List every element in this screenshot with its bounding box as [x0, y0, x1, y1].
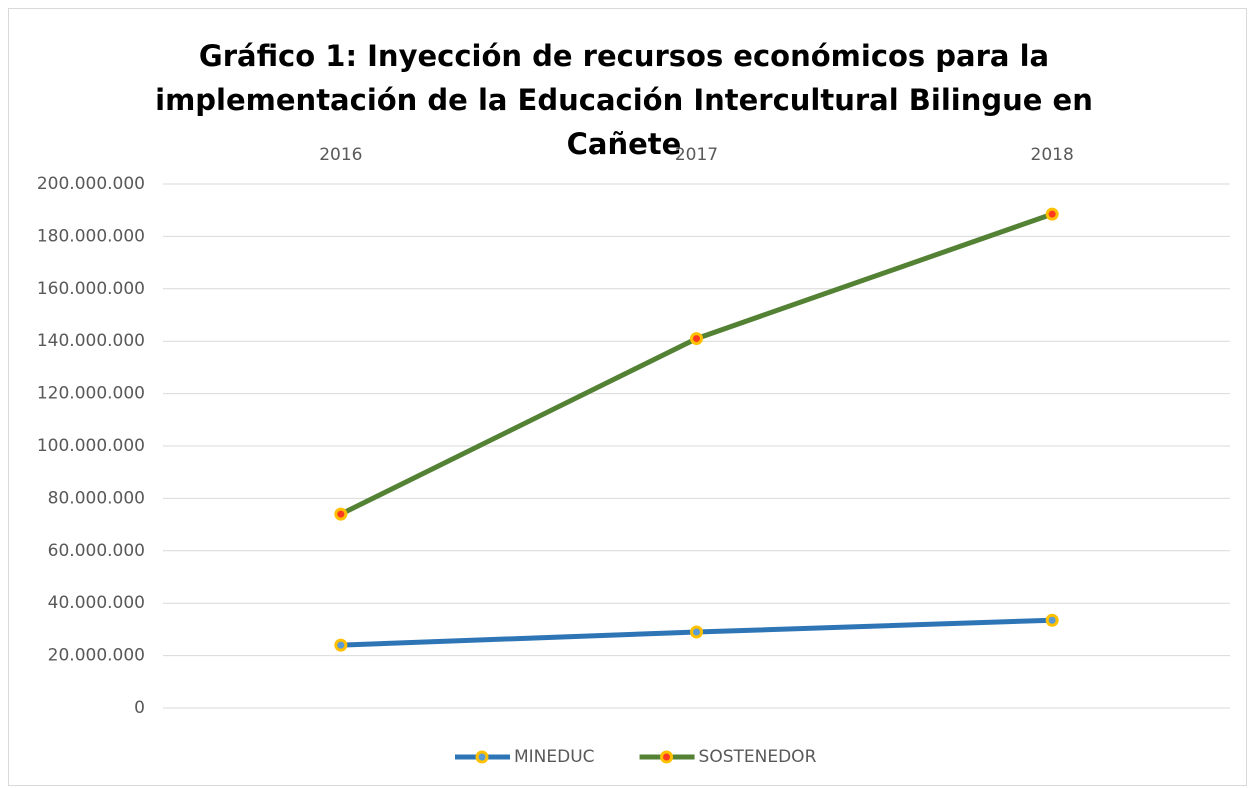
y-tick-label: 140.000.000: [37, 331, 145, 351]
y-tick-label: 80.000.000: [48, 488, 145, 508]
chart-frame: [8, 8, 1247, 786]
marker: [334, 507, 348, 521]
marker: [690, 625, 703, 639]
y-tick-label: 0: [134, 698, 145, 718]
legend-label: SOSTENEDOR: [699, 747, 817, 767]
series-line: [339, 211, 1053, 517]
y-tick-label: 40.000.000: [48, 593, 145, 613]
y-tick-label: 100.000.000: [37, 436, 145, 456]
legend-label: MINEDUC: [514, 747, 595, 767]
y-tick-label: 60.000.000: [48, 541, 145, 561]
x-tick-label: 2017: [675, 145, 718, 165]
x-tick-label: 2018: [1031, 145, 1074, 165]
y-tick-label: 160.000.000: [37, 279, 145, 299]
marker: [690, 332, 703, 346]
legend-marker: [660, 750, 674, 764]
marker: [1045, 613, 1059, 627]
marker: [334, 638, 348, 652]
legend-marker: [475, 750, 489, 764]
marker: [1045, 207, 1059, 221]
y-tick-label: 120.000.000: [37, 384, 145, 404]
y-tick-label: 180.000.000: [37, 226, 145, 246]
y-tick-label: 200.000.000: [37, 174, 145, 194]
y-tick-label: 20.000.000: [48, 646, 145, 666]
x-tick-label: 2016: [319, 145, 362, 165]
chart-title: Gráfico 1: Inyección de recursos económi…: [155, 39, 1093, 161]
